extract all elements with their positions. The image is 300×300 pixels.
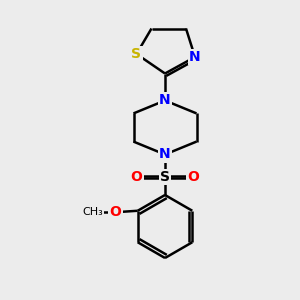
Text: O: O (130, 170, 142, 184)
Text: S: S (131, 47, 142, 61)
Text: O: O (188, 170, 200, 184)
Text: CH₃: CH₃ (82, 207, 103, 217)
Text: S: S (160, 170, 170, 184)
Text: N: N (159, 94, 171, 107)
Text: O: O (109, 205, 121, 219)
Text: N: N (189, 50, 201, 64)
Text: N: N (159, 148, 171, 161)
